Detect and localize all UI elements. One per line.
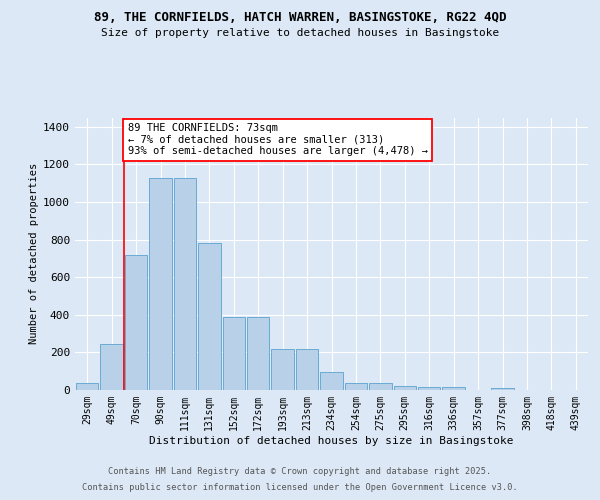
- Bar: [198, 244, 221, 390]
- Text: 89 THE CORNFIELDS: 73sqm
← 7% of detached houses are smaller (313)
93% of semi-d: 89 THE CORNFIELDS: 73sqm ← 7% of detache…: [128, 123, 428, 156]
- Bar: [223, 316, 245, 390]
- Bar: [369, 384, 392, 390]
- Bar: [320, 372, 343, 390]
- Bar: [296, 348, 319, 390]
- Bar: [271, 348, 294, 390]
- Bar: [76, 384, 98, 390]
- Bar: [491, 388, 514, 390]
- Bar: [149, 178, 172, 390]
- Bar: [344, 384, 367, 390]
- X-axis label: Distribution of detached houses by size in Basingstoke: Distribution of detached houses by size …: [149, 436, 514, 446]
- Text: Size of property relative to detached houses in Basingstoke: Size of property relative to detached ho…: [101, 28, 499, 38]
- Bar: [442, 387, 465, 390]
- Y-axis label: Number of detached properties: Number of detached properties: [29, 163, 39, 344]
- Text: Contains public sector information licensed under the Open Government Licence v3: Contains public sector information licen…: [82, 483, 518, 492]
- Bar: [100, 344, 123, 390]
- Bar: [173, 178, 196, 390]
- Bar: [418, 387, 440, 390]
- Text: Contains HM Land Registry data © Crown copyright and database right 2025.: Contains HM Land Registry data © Crown c…: [109, 467, 491, 476]
- Text: 89, THE CORNFIELDS, HATCH WARREN, BASINGSTOKE, RG22 4QD: 89, THE CORNFIELDS, HATCH WARREN, BASING…: [94, 11, 506, 24]
- Bar: [125, 254, 148, 390]
- Bar: [247, 316, 269, 390]
- Bar: [394, 386, 416, 390]
